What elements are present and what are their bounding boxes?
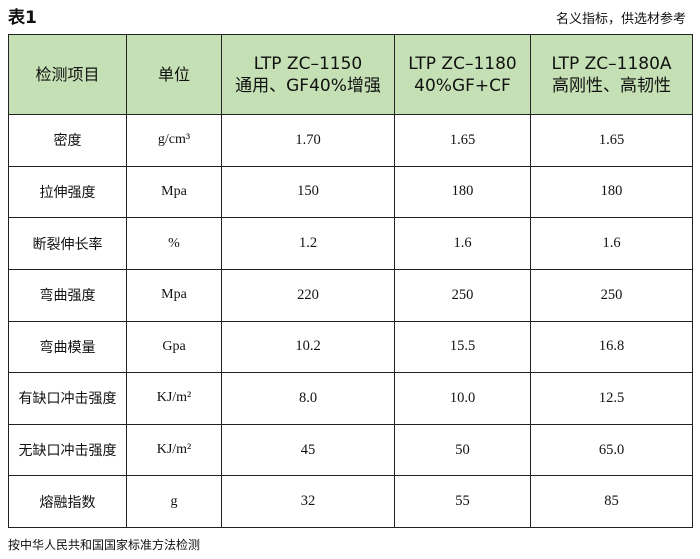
row-value-1: 220: [221, 268, 395, 322]
row-value-3: 180: [530, 165, 693, 219]
table-note: 名义指标，供选材参考: [555, 12, 686, 27]
row-value-1: 10.2: [221, 320, 395, 374]
row-unit: Gpa: [126, 320, 222, 374]
row-value-2: 55: [394, 475, 531, 528]
product-1-desc: 通用、GF40%增强: [235, 75, 381, 96]
table-row: 断裂伸长率 % 1.2 1.6 1.6: [8, 217, 693, 270]
table-row: 密度 g/cm³ 1.70 1.65 1.65: [8, 114, 693, 167]
row-value-2: 50: [394, 423, 531, 477]
row-name: 熔融指数: [8, 475, 127, 528]
row-value-2: 250: [394, 268, 531, 322]
row-unit: KJ/m²: [126, 423, 222, 477]
row-value-3: 12.5: [530, 372, 693, 425]
row-value-2: 180: [394, 165, 531, 219]
product-3-model: LTP ZC–1180A: [551, 53, 672, 74]
row-unit: Mpa: [126, 268, 222, 322]
table-row: 无缺口冲击强度 KJ/m² 45 50 65.0: [8, 423, 693, 477]
row-name: 弯曲模量: [8, 320, 127, 374]
row-name: 有缺口冲击强度: [8, 372, 127, 425]
header-product-2: LTP ZC–1180 40%GF+CF: [394, 34, 531, 115]
table-title: 表1: [8, 8, 37, 28]
row-value-1: 150: [221, 165, 395, 219]
row-value-2: 1.65: [394, 114, 531, 167]
header-product-3: LTP ZC–1180A 高刚性、高韧性: [530, 34, 693, 115]
row-value-1: 45: [221, 423, 395, 477]
header-item: 检测项目: [8, 34, 127, 115]
row-value-1: 8.0: [221, 372, 395, 425]
row-value-3: 16.8: [530, 320, 693, 374]
row-unit: Mpa: [126, 165, 222, 219]
table-row: 有缺口冲击强度 KJ/m² 8.0 10.0 12.5: [8, 372, 693, 425]
table-row: 拉伸强度 Mpa 150 180 180: [8, 165, 693, 219]
row-name: 拉伸强度: [8, 165, 127, 219]
standard-footnote: 按中华人民共和国国家标准方法检测: [8, 538, 201, 552]
header-unit: 单位: [126, 34, 222, 115]
row-name: 无缺口冲击强度: [8, 423, 127, 477]
product-2-model: LTP ZC–1180: [408, 53, 517, 74]
row-value-2: 1.6: [394, 217, 531, 270]
product-1-model: LTP ZC–1150: [253, 53, 363, 74]
table-row: 弯曲模量 Gpa 10.2 15.5 16.8: [8, 320, 693, 374]
header-product-1: LTP ZC–1150 通用、GF40%增强: [221, 34, 395, 115]
row-value-2: 15.5: [394, 320, 531, 374]
row-unit: KJ/m²: [126, 372, 222, 425]
row-value-1: 32: [221, 475, 395, 528]
product-3-desc: 高刚性、高韧性: [552, 75, 671, 96]
row-unit: g/cm³: [126, 114, 222, 167]
row-value-3: 1.6: [530, 217, 693, 270]
row-value-3: 65.0: [530, 423, 693, 477]
row-value-2: 10.0: [394, 372, 531, 425]
product-2-desc: 40%GF+CF: [414, 75, 511, 96]
row-value-3: 1.65: [530, 114, 693, 167]
row-unit: %: [126, 217, 222, 270]
row-value-3: 250: [530, 268, 693, 322]
row-value-1: 1.2: [221, 217, 395, 270]
row-value-3: 85: [530, 475, 693, 528]
table-row: 弯曲强度 Mpa 220 250 250: [8, 268, 693, 322]
row-name: 弯曲强度: [8, 268, 127, 322]
spec-table: 检测项目 单位 LTP ZC–1150 通用、GF40%增强 LTP ZC–11…: [8, 34, 693, 528]
row-unit: g: [126, 475, 222, 528]
row-name: 断裂伸长率: [8, 217, 127, 270]
row-name: 密度: [8, 114, 127, 167]
header-row: 检测项目 单位 LTP ZC–1150 通用、GF40%增强 LTP ZC–11…: [8, 34, 693, 115]
row-value-1: 1.70: [221, 114, 395, 167]
table-row: 熔融指数 g 32 55 85: [8, 475, 693, 528]
